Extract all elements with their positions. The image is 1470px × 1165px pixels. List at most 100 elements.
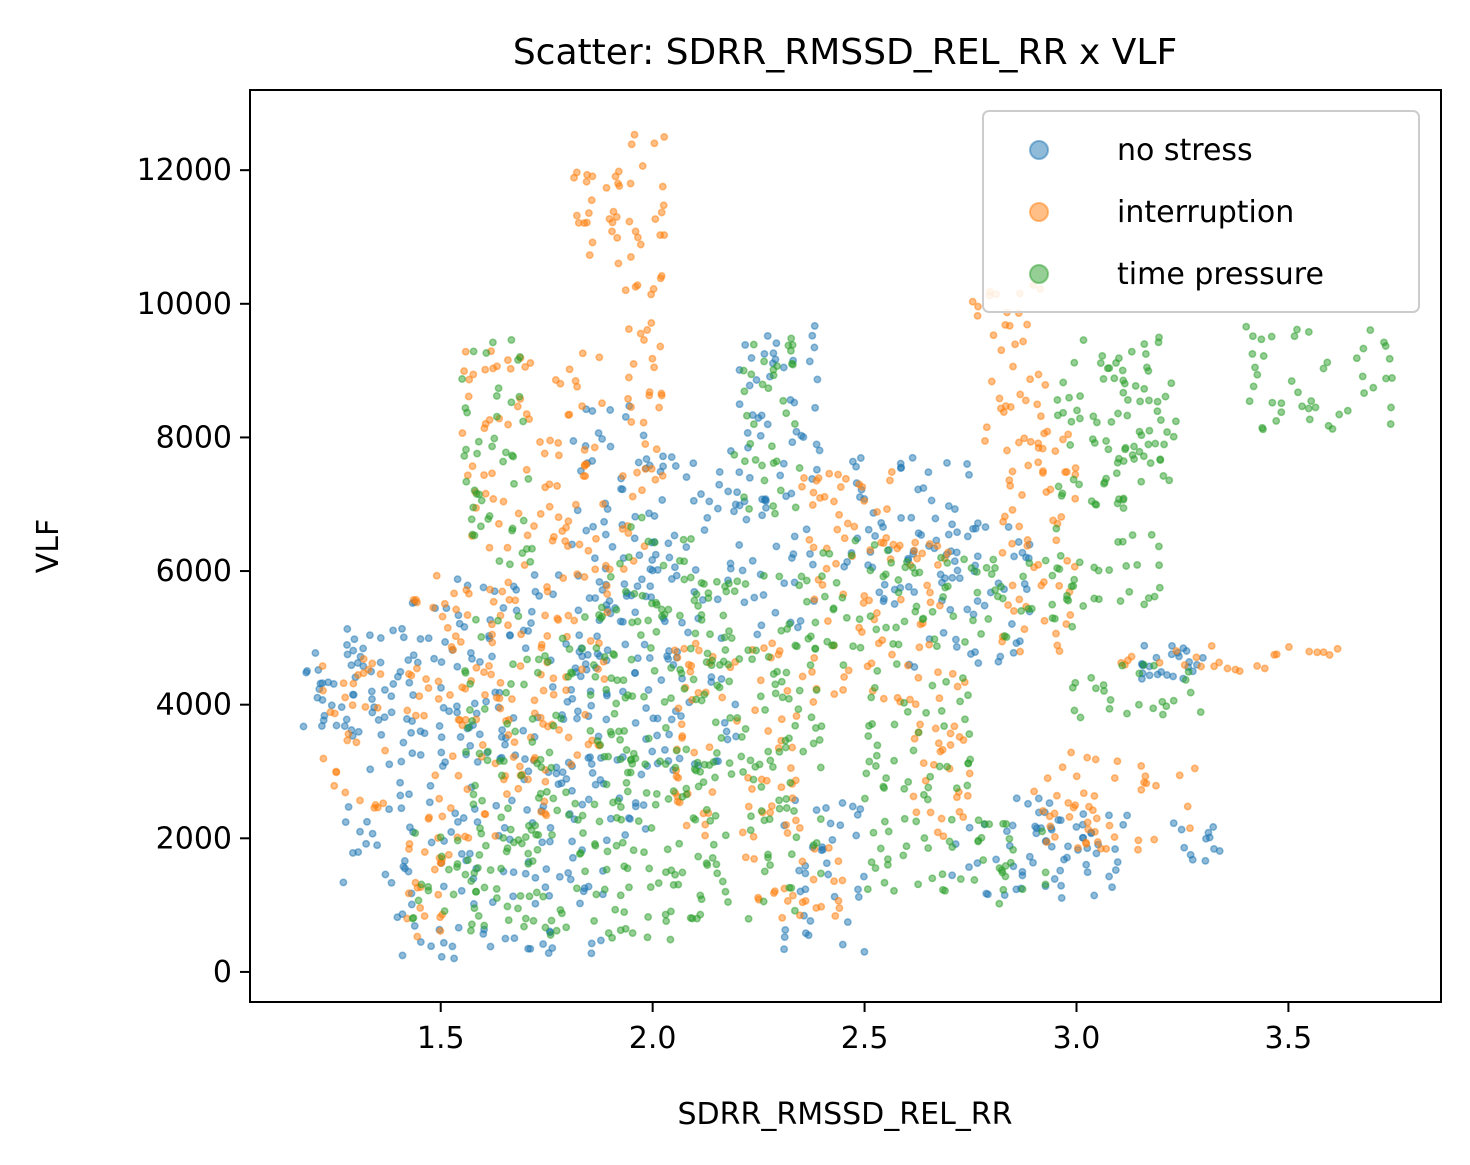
- scatter-point: [1112, 469, 1121, 478]
- scatter-point: [600, 652, 609, 661]
- scatter-point: [1026, 375, 1035, 384]
- scatter-point: [892, 623, 901, 632]
- scatter-point: [1020, 625, 1029, 634]
- scatter-point: [788, 743, 797, 752]
- scatter-point: [674, 773, 683, 782]
- scatter-point: [863, 885, 872, 894]
- scatter-point: [1163, 428, 1172, 437]
- scatter-point: [791, 721, 800, 730]
- scatter-point: [818, 580, 827, 589]
- scatter-point: [479, 929, 488, 938]
- scatter-point: [654, 879, 663, 888]
- scatter-point: [477, 829, 486, 838]
- scatter-point: [764, 747, 773, 756]
- scatter-point: [634, 817, 643, 826]
- scatter-point: [719, 657, 728, 666]
- scatter-point: [822, 564, 831, 573]
- scatter-point: [541, 611, 550, 620]
- scatter-point: [741, 853, 750, 862]
- scatter-point: [588, 457, 597, 465]
- scatter-point: [730, 587, 739, 596]
- scatter-point: [661, 760, 670, 769]
- scatter-point: [769, 349, 778, 358]
- scatter-point: [969, 524, 977, 533]
- scatter-point: [706, 816, 715, 825]
- scatter-point: [430, 654, 439, 663]
- scatter-point: [1145, 426, 1154, 435]
- scatter-point: [461, 347, 470, 356]
- scatter-point: [1123, 395, 1132, 404]
- scatter-point: [757, 782, 766, 791]
- scatter-point: [515, 762, 524, 771]
- scatter-point: [636, 631, 645, 640]
- scatter-point: [641, 464, 650, 473]
- scatter-point: [745, 473, 754, 482]
- scatter-point: [404, 889, 413, 898]
- scatter-point: [1245, 397, 1254, 406]
- scatter-point: [953, 682, 962, 691]
- scatter-point: [471, 781, 480, 790]
- scatter-point: [452, 702, 461, 711]
- scatter-point: [1181, 675, 1190, 684]
- scatter-point: [502, 688, 511, 697]
- scatter-point: [1045, 799, 1054, 808]
- scatter-point: [503, 356, 512, 365]
- scatter-point: [398, 951, 407, 960]
- scatter-point: [475, 749, 484, 758]
- scatter-point: [1358, 372, 1367, 381]
- point-cluster: [1032, 808, 1224, 869]
- scatter-point: [848, 457, 857, 466]
- scatter-point: [536, 713, 545, 722]
- scatter-point: [650, 538, 659, 547]
- scatter-point: [559, 574, 568, 583]
- scatter-point: [920, 834, 929, 843]
- scatter-point: [548, 944, 557, 953]
- scatter-point: [1070, 706, 1079, 715]
- scatter-point: [467, 920, 476, 929]
- scatter-point: [697, 578, 706, 587]
- scatter-point: [549, 674, 558, 683]
- scatter-point: [801, 929, 810, 938]
- scatter-point: [1248, 349, 1257, 358]
- scatter-point: [1133, 560, 1142, 569]
- scatter-point: [890, 886, 898, 895]
- scatter-point: [648, 747, 657, 756]
- scatter-point: [466, 648, 475, 657]
- plot-area: [299, 130, 1396, 963]
- scatter-point: [867, 858, 876, 867]
- scatter-point: [697, 696, 706, 705]
- scatter-point: [387, 708, 396, 717]
- scatter-point: [623, 787, 632, 796]
- scatter-point: [1146, 459, 1155, 468]
- scatter-point: [832, 578, 841, 587]
- scatter-point: [872, 625, 881, 634]
- scatter-point: [597, 603, 606, 612]
- scatter-point: [612, 841, 621, 850]
- scatter-point: [657, 676, 666, 685]
- scatter-point: [468, 717, 477, 725]
- scatter-point: [933, 828, 942, 837]
- y-tick-label: 0: [213, 955, 232, 990]
- scatter-point: [494, 616, 502, 625]
- scatter-point: [1090, 791, 1099, 800]
- scatter-point: [599, 500, 607, 509]
- scatter-point: [914, 485, 923, 494]
- scatter-point: [783, 897, 792, 905]
- scatter-point: [812, 465, 821, 474]
- scatter-point: [1152, 781, 1160, 790]
- scatter-point: [641, 440, 650, 449]
- scatter-point: [411, 829, 420, 838]
- scatter-point: [806, 632, 815, 641]
- scatter-point: [1012, 794, 1021, 803]
- scatter-point: [631, 608, 640, 617]
- scatter-point: [697, 895, 706, 904]
- scatter-point: [971, 648, 980, 657]
- scatter-point: [880, 594, 888, 603]
- scatter-point: [485, 543, 494, 552]
- scatter-point: [1284, 643, 1293, 651]
- scatter-point: [593, 737, 602, 745]
- scatter-point: [1140, 600, 1149, 609]
- x-tick-label: 3.5: [1265, 1021, 1313, 1056]
- scatter-point: [669, 787, 678, 796]
- scatter-point: [967, 564, 976, 573]
